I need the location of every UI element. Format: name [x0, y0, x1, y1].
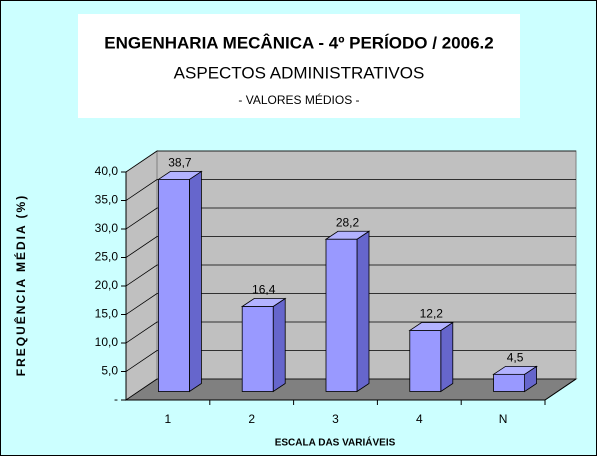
bar-side — [188, 170, 202, 393]
bar-side — [272, 297, 286, 393]
grid-line — [125, 150, 576, 173]
x-axis-label: ESCALA DAS VARIÁVEIS — [275, 436, 396, 449]
title-box — [78, 14, 520, 118]
bar — [409, 330, 442, 392]
y-tick-label: 5,0 — [101, 364, 118, 378]
y-tick-label: 35,0 — [95, 193, 119, 207]
grid-line — [125, 236, 576, 258]
bar-side — [356, 230, 370, 393]
x-tick-label: 2 — [248, 412, 255, 426]
chart-note: - VALORES MÉDIOS - — [238, 92, 359, 107]
x-tick-label: 4 — [416, 412, 423, 426]
x-tick-label: 3 — [332, 412, 339, 426]
grid-line — [125, 293, 576, 315]
chart-title: ENGENHARIA MECÂNICA - 4º PERÍODO / 2006.… — [104, 33, 493, 52]
y-tick-label: - — [114, 392, 118, 406]
value-label: 38,7 — [168, 156, 192, 170]
y-tick-label: 20,0 — [95, 278, 119, 292]
value-label: 12,2 — [420, 307, 444, 321]
value-label: 28,2 — [336, 215, 360, 229]
grid-line — [125, 321, 576, 344]
bar — [241, 306, 274, 392]
y-tick-label: 30,0 — [95, 221, 119, 235]
x-tick-label: 1 — [165, 412, 172, 426]
bar — [325, 238, 358, 392]
grid-line — [125, 179, 576, 201]
chart-subtitle: ASPECTOS ADMINISTRATIVOS — [174, 63, 425, 82]
y-tick-label: 25,0 — [95, 250, 119, 264]
grid-line — [125, 207, 576, 230]
y-tick-label: 10,0 — [95, 335, 119, 349]
value-label: 16,4 — [252, 283, 276, 297]
bar — [493, 373, 526, 392]
y-tick-label: 40,0 — [95, 164, 119, 178]
grid-line — [125, 264, 576, 287]
value-label: 4,5 — [507, 351, 524, 365]
y-axis-label: FREQUÊNCIA MÉDIA (%) — [13, 194, 28, 376]
x-tick-label: N — [499, 412, 508, 426]
floor-edge — [544, 378, 577, 401]
y-tick-label: 15,0 — [95, 307, 119, 321]
bar — [157, 179, 190, 392]
bar-side — [440, 321, 454, 393]
